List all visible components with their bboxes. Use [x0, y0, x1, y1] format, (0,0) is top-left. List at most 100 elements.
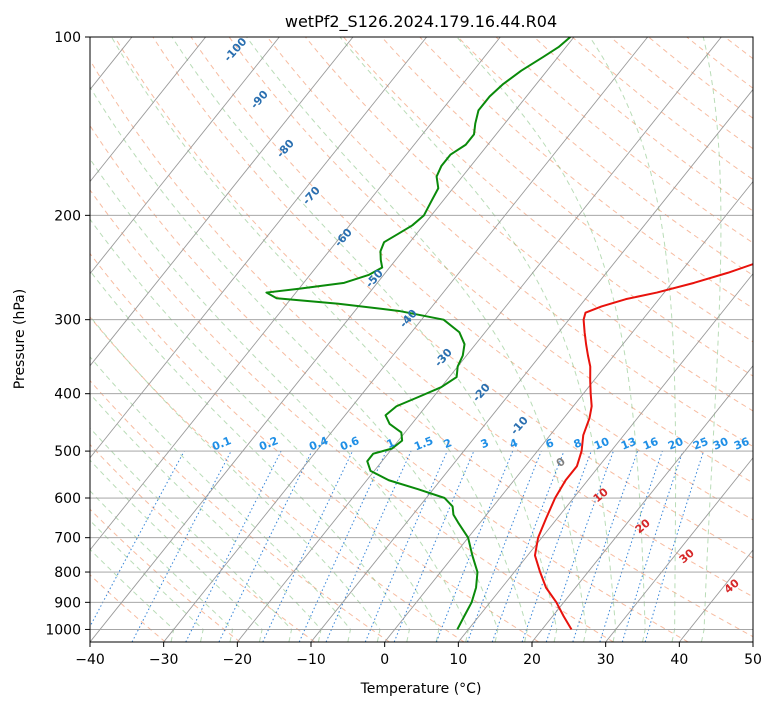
dry-adiabat-label: -60 — [332, 226, 355, 250]
x-axis-title: Temperature (°C) — [360, 681, 482, 697]
y-tick-label: 1000 — [45, 622, 81, 638]
plot-frame — [89, 36, 754, 643]
mixing-ratio-line — [325, 450, 412, 642]
moist-adiabat — [700, 37, 722, 642]
isotherm — [752, 641, 753, 642]
dry-adiabat — [343, 37, 753, 377]
moist-adiabat — [90, 548, 175, 642]
dry-adiabat — [152, 37, 753, 559]
background-lines — [90, 37, 775, 642]
x-tick-label: −10 — [296, 652, 326, 668]
dry-adiabat-label: -90 — [248, 88, 271, 112]
moist-adiabat-label: 20 — [633, 516, 653, 536]
y-tick-label: 800 — [54, 565, 81, 581]
dewpoint-line — [265, 37, 571, 630]
isotherm — [0, 37, 58, 642]
isotherm — [531, 365, 753, 642]
x-axis: −40 −30 −20 −10 0 10 20 30 40 50 — [75, 642, 762, 668]
dry-adiabat — [724, 37, 753, 60]
dry-adiabat — [228, 37, 753, 484]
mixing-ratio-line — [545, 450, 614, 642]
mixing-ratio-line — [491, 450, 565, 642]
dry-adiabat — [90, 189, 614, 642]
moist-adiabat — [90, 459, 263, 642]
x-tick-label: 20 — [523, 652, 541, 668]
moist-adiabat — [246, 37, 587, 642]
mixing-ratio-label: 10 — [592, 435, 611, 453]
dry-adiabat — [90, 443, 316, 642]
y-tick-label: 200 — [54, 208, 81, 224]
moist-adiabat — [90, 270, 410, 642]
isotherm — [605, 457, 753, 642]
mixing-ratio-label: 3 — [479, 436, 491, 451]
dry-adiabat — [90, 316, 465, 642]
mixing-ratio-label: 6 — [544, 436, 556, 451]
mixing-ratio-line — [218, 450, 313, 642]
isotherm — [90, 37, 207, 183]
dry-adiabat-label: -50 — [363, 267, 386, 291]
moist-adiabat — [90, 356, 352, 642]
mixing-ratio-line — [364, 450, 448, 642]
mixing-ratio-label: 8 — [572, 436, 584, 451]
mixing-ratio-line — [572, 450, 639, 642]
x-tick-label: −40 — [75, 652, 105, 668]
isotherm — [90, 37, 280, 275]
dry-adiabat — [90, 59, 753, 638]
moist-adiabat — [339, 37, 617, 642]
moist-adiabat — [90, 490, 234, 642]
isotherm — [163, 37, 649, 642]
mixing-ratio-label: 0.1 — [210, 434, 233, 453]
dry-adiabat — [90, 508, 241, 642]
x-tick-label: 30 — [597, 652, 615, 668]
x-tick-label: −20 — [223, 652, 253, 668]
moist-adiabat — [90, 315, 381, 642]
mixing-ratio-label: 25 — [691, 435, 710, 453]
x-tick-label: 50 — [744, 652, 762, 668]
dry-adiabat-label: -10 — [508, 414, 531, 438]
mixing-ratio-label: 1.5 — [412, 434, 435, 453]
mixing-ratio-line — [435, 450, 514, 642]
moist-adiabat — [90, 86, 499, 642]
dry-adiabat — [763, 37, 775, 642]
dry-adiabat — [610, 37, 753, 150]
moist-adiabat — [589, 37, 677, 642]
y-axis-title: Pressure (hPa) — [12, 289, 28, 389]
dry-adiabat — [533, 37, 753, 212]
isotherm — [90, 37, 354, 367]
y-tick-label: 300 — [54, 313, 81, 329]
dry-adiabat — [457, 37, 753, 276]
chart-title: wetPf2_S126.2024.179.16.44.R04 — [285, 12, 557, 32]
y-axis: 100 200 300 400 500 600 700 800 900 1000 — [45, 30, 90, 638]
moist-adiabat — [90, 158, 469, 642]
mixing-ratio-line — [521, 450, 592, 642]
moist-adiabat — [90, 519, 204, 642]
grid — [0, 37, 753, 642]
mixing-ratio-line — [467, 450, 542, 642]
isotherm — [310, 88, 753, 642]
dry-adiabat — [190, 37, 753, 521]
mixing-ratio-label: 1 — [385, 436, 397, 451]
x-tick-label: 0 — [380, 652, 389, 668]
mixing-ratio-label: 2 — [442, 436, 454, 451]
mixing-ratio-line — [90, 450, 185, 628]
isotherm — [236, 37, 722, 642]
mixing-ratio-label: 16 — [641, 435, 660, 453]
y-tick-label: 500 — [54, 444, 81, 460]
mixing-ratio-label: 4 — [508, 436, 520, 451]
x-tick-label: 10 — [449, 652, 467, 668]
dry-adiabat-label: -20 — [470, 381, 493, 405]
y-tick-label: 100 — [54, 30, 81, 46]
moist-adiabat-label: 0 — [554, 455, 568, 470]
isotherm — [90, 37, 501, 551]
isotherm — [90, 37, 428, 459]
mixing-ratio-line — [185, 450, 282, 642]
mixing-ratio-label: 20 — [666, 435, 685, 453]
mixing-ratio-label: 0.4 — [307, 434, 330, 453]
mixing-ratio-line — [131, 450, 232, 642]
x-tick-label: 40 — [670, 652, 688, 668]
series-group — [265, 37, 753, 630]
moist-adiabat-label: 10 — [591, 485, 611, 505]
moist-adiabat — [90, 393, 322, 642]
mixing-ratio-line — [621, 450, 684, 642]
